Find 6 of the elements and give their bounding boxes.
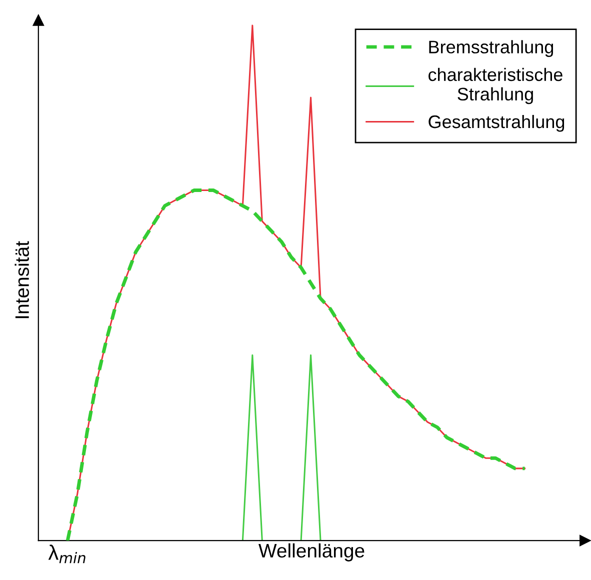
- x-axis-title: Wellenlänge: [258, 543, 364, 562]
- legend-label: charakteristische Strahlung: [428, 68, 562, 104]
- legend-label: Gesamtstrahlung: [428, 114, 564, 132]
- text: λ$_{min}$: [48, 544, 86, 564]
- legend-label: Bremsstrahlung: [429, 40, 554, 57]
- y-axis-title: Intensität: [14, 241, 30, 318]
